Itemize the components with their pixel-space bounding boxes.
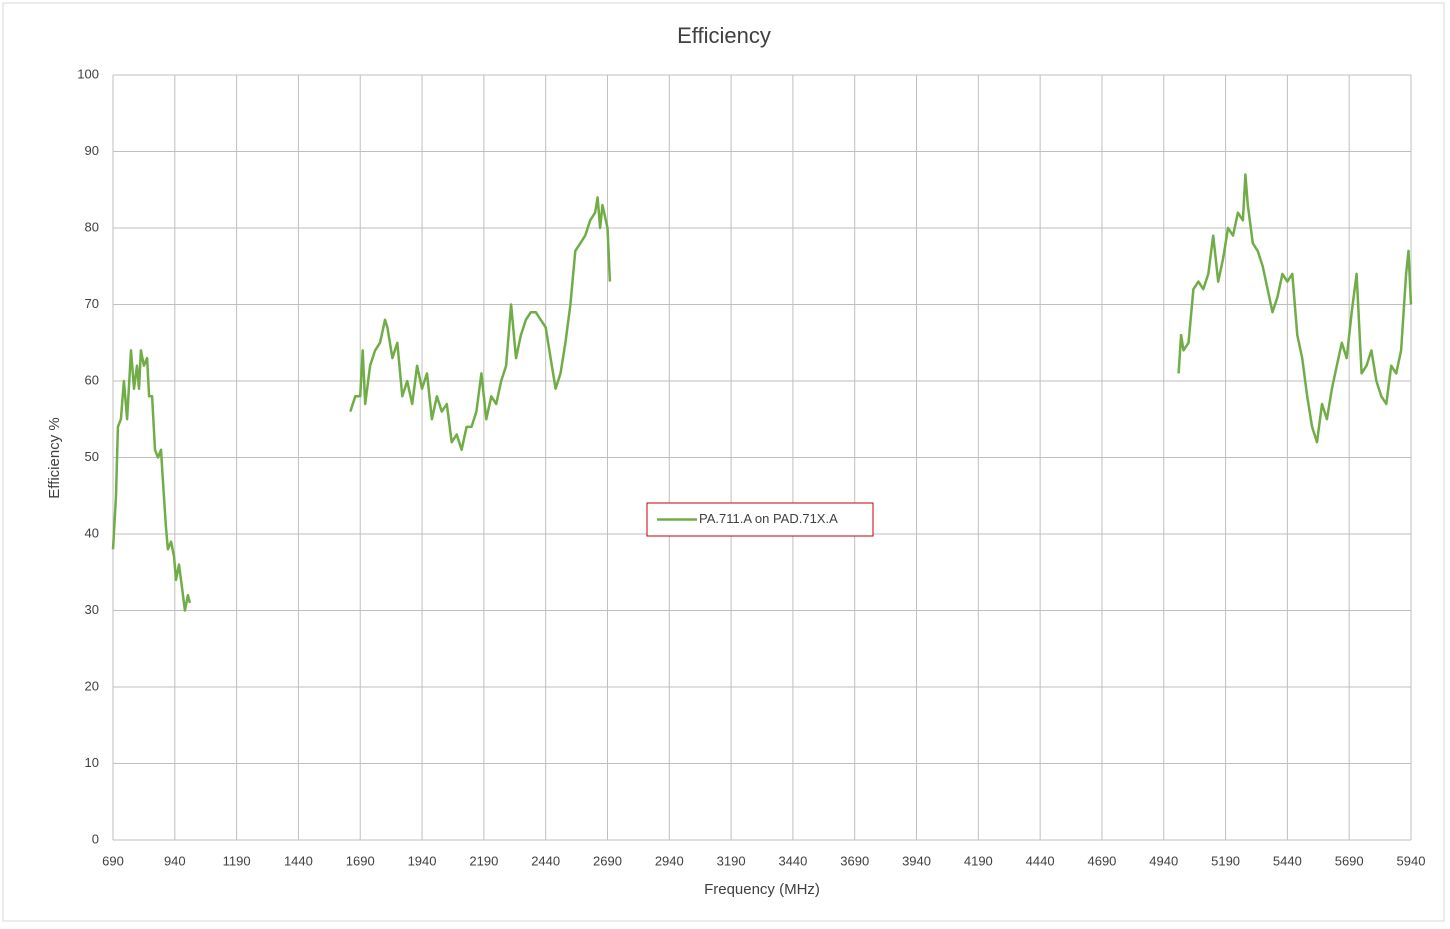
x-tick-label: 3190 xyxy=(717,853,746,868)
x-tick-label: 5940 xyxy=(1397,853,1426,868)
x-tick-label: 5440 xyxy=(1273,853,1302,868)
x-tick-label: 5690 xyxy=(1335,853,1364,868)
y-tick-label: 10 xyxy=(85,755,99,770)
data-line xyxy=(111,173,1413,612)
x-tick-label: 4690 xyxy=(1087,853,1116,868)
y-axis-label: Efficiency % xyxy=(46,417,63,498)
y-tick-label: 80 xyxy=(85,219,99,234)
x-tick-label: 2190 xyxy=(469,853,498,868)
y-tick-label: 20 xyxy=(85,678,99,693)
y-tick-label: 70 xyxy=(85,296,99,311)
y-tick-label: 0 xyxy=(92,831,99,846)
y-tick-label: 90 xyxy=(85,143,99,158)
x-tick-label: 5190 xyxy=(1211,853,1240,868)
x-tick-label: 3690 xyxy=(840,853,869,868)
x-tick-label: 1940 xyxy=(408,853,437,868)
x-tick-label: 4190 xyxy=(964,853,993,868)
legend-label: PA.711.A on PAD.71X.A xyxy=(699,511,838,526)
x-axis-label: Frequency (MHz) xyxy=(704,881,820,898)
chart-title: Efficiency xyxy=(677,23,771,48)
y-tick-label: 50 xyxy=(85,449,99,464)
x-tick-label: 3440 xyxy=(778,853,807,868)
x-tick-label: 3940 xyxy=(902,853,931,868)
y-tick-label: 60 xyxy=(85,372,99,387)
y-tick-label: 100 xyxy=(77,66,99,81)
x-tick-label: 1690 xyxy=(346,853,375,868)
x-tick-label: 1440 xyxy=(284,853,313,868)
x-tick-label: 2440 xyxy=(531,853,560,868)
y-tick-label: 40 xyxy=(85,525,99,540)
x-tick-label: 4440 xyxy=(1026,853,1055,868)
x-tick-label: 1190 xyxy=(223,853,251,868)
x-tick-label: 940 xyxy=(164,853,186,868)
x-tick-label: 690 xyxy=(102,853,124,868)
x-tick-label: 2940 xyxy=(655,853,684,868)
x-tick-label: 2690 xyxy=(593,853,622,868)
x-tick-label: 4940 xyxy=(1149,853,1178,868)
y-tick-label: 30 xyxy=(85,602,99,617)
